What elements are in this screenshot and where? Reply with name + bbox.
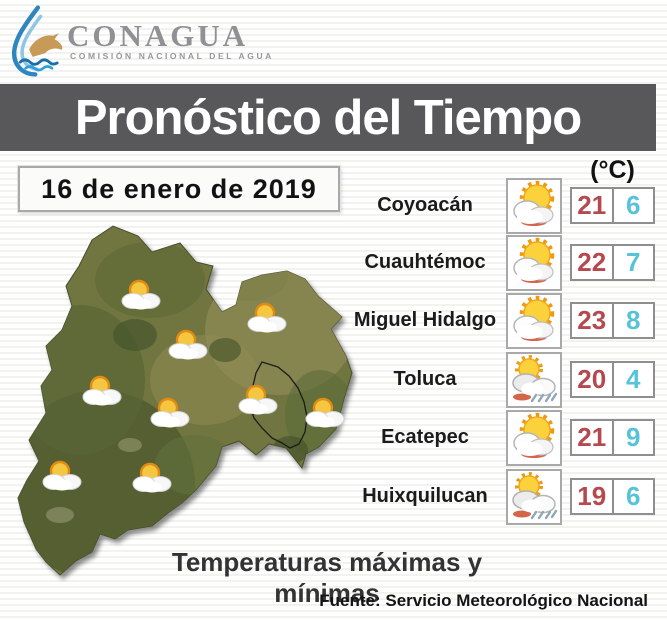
partly-cloudy-icon bbox=[508, 295, 560, 347]
page-title: Pronóstico del Tiempo bbox=[74, 90, 582, 145]
source-credit: Fuente: Servicio Meteorológico Nacional bbox=[319, 591, 648, 610]
weather-icon-box bbox=[506, 469, 562, 525]
unit-label: (°C) bbox=[590, 156, 635, 184]
caption: Temperaturas máximas y mínimas bbox=[171, 547, 483, 608]
rain-icon bbox=[511, 355, 558, 403]
temperature-box: 20 4 bbox=[570, 361, 655, 398]
temperature-box: 19 6 bbox=[570, 478, 655, 515]
eagle-icon bbox=[29, 33, 63, 57]
rain-icon bbox=[511, 472, 558, 520]
conagua-logo-icon bbox=[11, 5, 63, 77]
weather-icon-box bbox=[506, 235, 562, 291]
max-temp: 22 bbox=[572, 246, 614, 279]
state-of-mexico-map bbox=[17, 225, 353, 576]
min-temp: 9 bbox=[626, 422, 641, 452]
location-label: Coyoacán bbox=[377, 194, 473, 216]
location-label: Miguel Hidalgo bbox=[353, 309, 497, 331]
partly-cloudy-icon bbox=[508, 180, 560, 232]
temperature-box: 21 9 bbox=[570, 419, 655, 456]
min-temp: 8 bbox=[626, 305, 641, 335]
temperature-box: 22 7 bbox=[570, 244, 655, 281]
min-temp: 7 bbox=[626, 247, 641, 277]
partly-cloudy-icon bbox=[508, 412, 560, 464]
location-label: Toluca bbox=[393, 368, 457, 390]
weather-icon-box bbox=[506, 410, 562, 466]
partly-cloudy-icon bbox=[508, 237, 560, 289]
weather-icon-box bbox=[506, 293, 562, 349]
weather-icon-box bbox=[506, 352, 562, 408]
weather-icon-box bbox=[506, 178, 562, 234]
max-temp: 23 bbox=[572, 304, 614, 337]
temperature-box: 21 6 bbox=[570, 187, 655, 224]
min-temp: 6 bbox=[626, 481, 641, 511]
date-label: 16 de enero de 2019 bbox=[41, 173, 317, 204]
max-temp: 21 bbox=[572, 189, 614, 222]
logo-tagline: COMISIÓN NACIONAL DEL AGUA bbox=[70, 51, 274, 61]
location-label: Huixquilucan bbox=[362, 485, 488, 507]
max-temp: 21 bbox=[572, 421, 614, 454]
title-bar: Pronóstico del Tiempo bbox=[0, 84, 656, 151]
min-temp: 4 bbox=[626, 364, 641, 394]
max-temp: 19 bbox=[572, 480, 614, 513]
max-temp: 20 bbox=[572, 363, 614, 396]
min-temp: 6 bbox=[626, 190, 641, 220]
temperature-box: 23 8 bbox=[570, 302, 655, 339]
logo-wordmark: CONAGUA bbox=[67, 18, 249, 53]
terrain-texture bbox=[18, 242, 352, 575]
date-box: 16 de enero de 2019 bbox=[18, 166, 340, 212]
location-label: Ecatepec bbox=[381, 426, 469, 448]
location-label: Cuauhtémoc bbox=[364, 251, 486, 273]
